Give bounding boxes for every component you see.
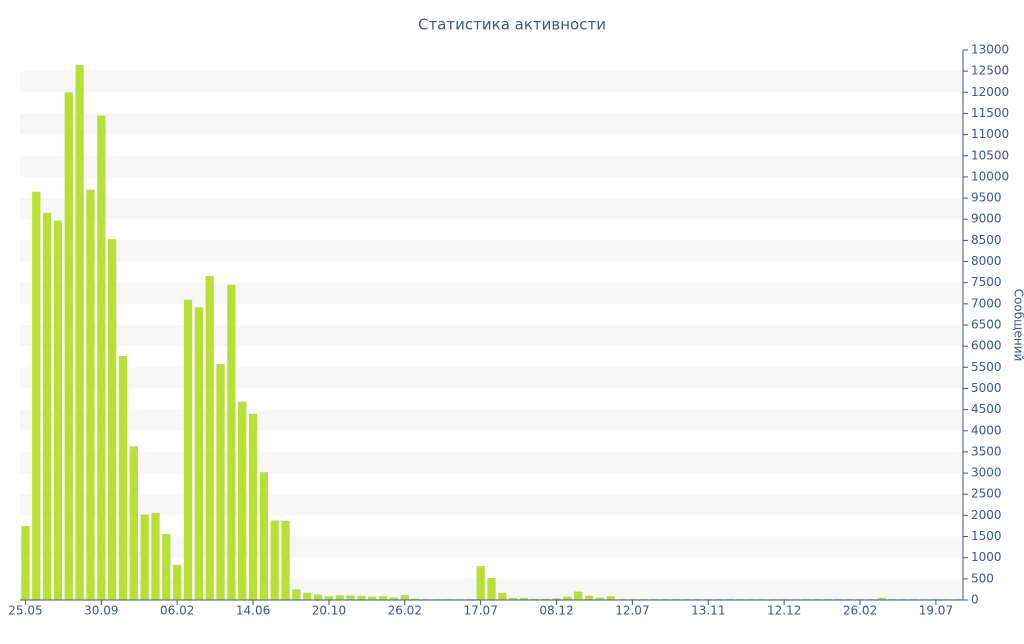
bar	[97, 116, 105, 600]
x-tick-label: 19.07	[919, 604, 953, 618]
bar	[184, 300, 192, 600]
bar	[54, 221, 62, 601]
x-tick-label: 26.02	[388, 604, 422, 618]
bar	[498, 593, 506, 600]
x-tick-label: 26.02	[843, 604, 877, 618]
y-tick-label: 13000	[971, 43, 1009, 57]
x-tick-label: 17.07	[463, 604, 497, 618]
y-tick-label: 12500	[971, 64, 1009, 78]
x-tick-label: 25.05	[8, 604, 42, 618]
grid-band	[20, 410, 963, 431]
y-tick-label: 4500	[971, 402, 1002, 416]
y-tick-label: 6000	[971, 339, 1002, 353]
x-tick-label: 06.02	[160, 604, 194, 618]
bar	[477, 566, 485, 600]
y-tick-label: 8000	[971, 254, 1002, 268]
bar	[357, 596, 365, 600]
bar	[563, 597, 571, 600]
bar	[281, 521, 289, 600]
y-tick-label: 7000	[971, 296, 1002, 310]
y-tick-label: 3500	[971, 444, 1002, 458]
bar	[336, 595, 344, 600]
y-tick-label: 2500	[971, 487, 1002, 501]
bar	[206, 276, 214, 600]
grid-band	[20, 452, 963, 473]
grid-band	[20, 113, 963, 134]
x-tick-label: 30.09	[84, 604, 118, 618]
bar	[162, 534, 170, 600]
x-tick-label: 08.12	[539, 604, 573, 618]
bar	[401, 595, 409, 600]
y-tick-label: 9000	[971, 212, 1002, 226]
bar	[151, 513, 159, 600]
y-tick-label: 1000	[971, 550, 1002, 564]
bar	[130, 446, 138, 600]
x-tick-label: 12.12	[767, 604, 801, 618]
y-tick-label: 5500	[971, 360, 1002, 374]
bar	[314, 595, 322, 601]
bar	[271, 520, 279, 600]
bar	[173, 565, 181, 600]
grid-band	[20, 494, 963, 515]
y-tick-label: 500	[971, 571, 994, 585]
y-tick-label: 0	[971, 593, 979, 607]
bar	[141, 515, 149, 600]
bar	[368, 597, 376, 600]
bar	[21, 526, 29, 600]
y-tick-label: 7500	[971, 275, 1002, 289]
bar	[487, 578, 495, 600]
grid-band	[20, 325, 963, 346]
grid-band	[20, 367, 963, 388]
bar	[227, 285, 235, 600]
y-tick-label: 12000	[971, 85, 1009, 99]
y-tick-label: 5000	[971, 381, 1002, 395]
grid-band	[20, 283, 963, 304]
bar	[108, 239, 116, 600]
bar	[32, 192, 40, 600]
bar	[346, 595, 354, 600]
bar	[249, 414, 257, 600]
chart-title: Статистика активности	[418, 16, 606, 34]
bar	[585, 596, 593, 600]
bar	[379, 596, 387, 600]
bar	[325, 596, 333, 600]
grid-band	[20, 198, 963, 219]
x-tick-label: 12.07	[615, 604, 649, 618]
bar	[86, 190, 94, 600]
bar	[195, 307, 203, 600]
y-tick-label: 10000	[971, 169, 1009, 183]
bar	[574, 592, 582, 600]
y-tick-label: 1500	[971, 529, 1002, 543]
bar	[119, 356, 127, 600]
y-tick-label: 3000	[971, 466, 1002, 480]
y-tick-label: 6500	[971, 318, 1002, 332]
y-tick-label: 9500	[971, 191, 1002, 205]
grid-band	[20, 71, 963, 92]
bar	[238, 402, 246, 600]
y-tick-label: 8500	[971, 233, 1002, 247]
bar	[216, 364, 224, 600]
y-tick-label: 10500	[971, 148, 1009, 162]
grid-band	[20, 240, 963, 261]
y-tick-label: 2000	[971, 508, 1002, 522]
y-tick-label: 11500	[971, 106, 1009, 120]
bar	[303, 593, 311, 600]
grid-band	[20, 156, 963, 177]
x-tick-label: 20.10	[312, 604, 346, 618]
x-tick-label: 13.11	[691, 604, 725, 618]
y-axis-label: Сообщений	[1012, 289, 1024, 362]
bar	[292, 589, 300, 600]
bar	[260, 472, 268, 600]
bar	[607, 596, 615, 600]
bar	[43, 213, 51, 600]
bar	[75, 65, 83, 600]
grid-band	[20, 537, 963, 558]
y-tick-label: 4000	[971, 423, 1002, 437]
bar	[65, 92, 73, 600]
x-tick-label: 14.06	[236, 604, 270, 618]
y-tick-label: 11000	[971, 127, 1009, 141]
